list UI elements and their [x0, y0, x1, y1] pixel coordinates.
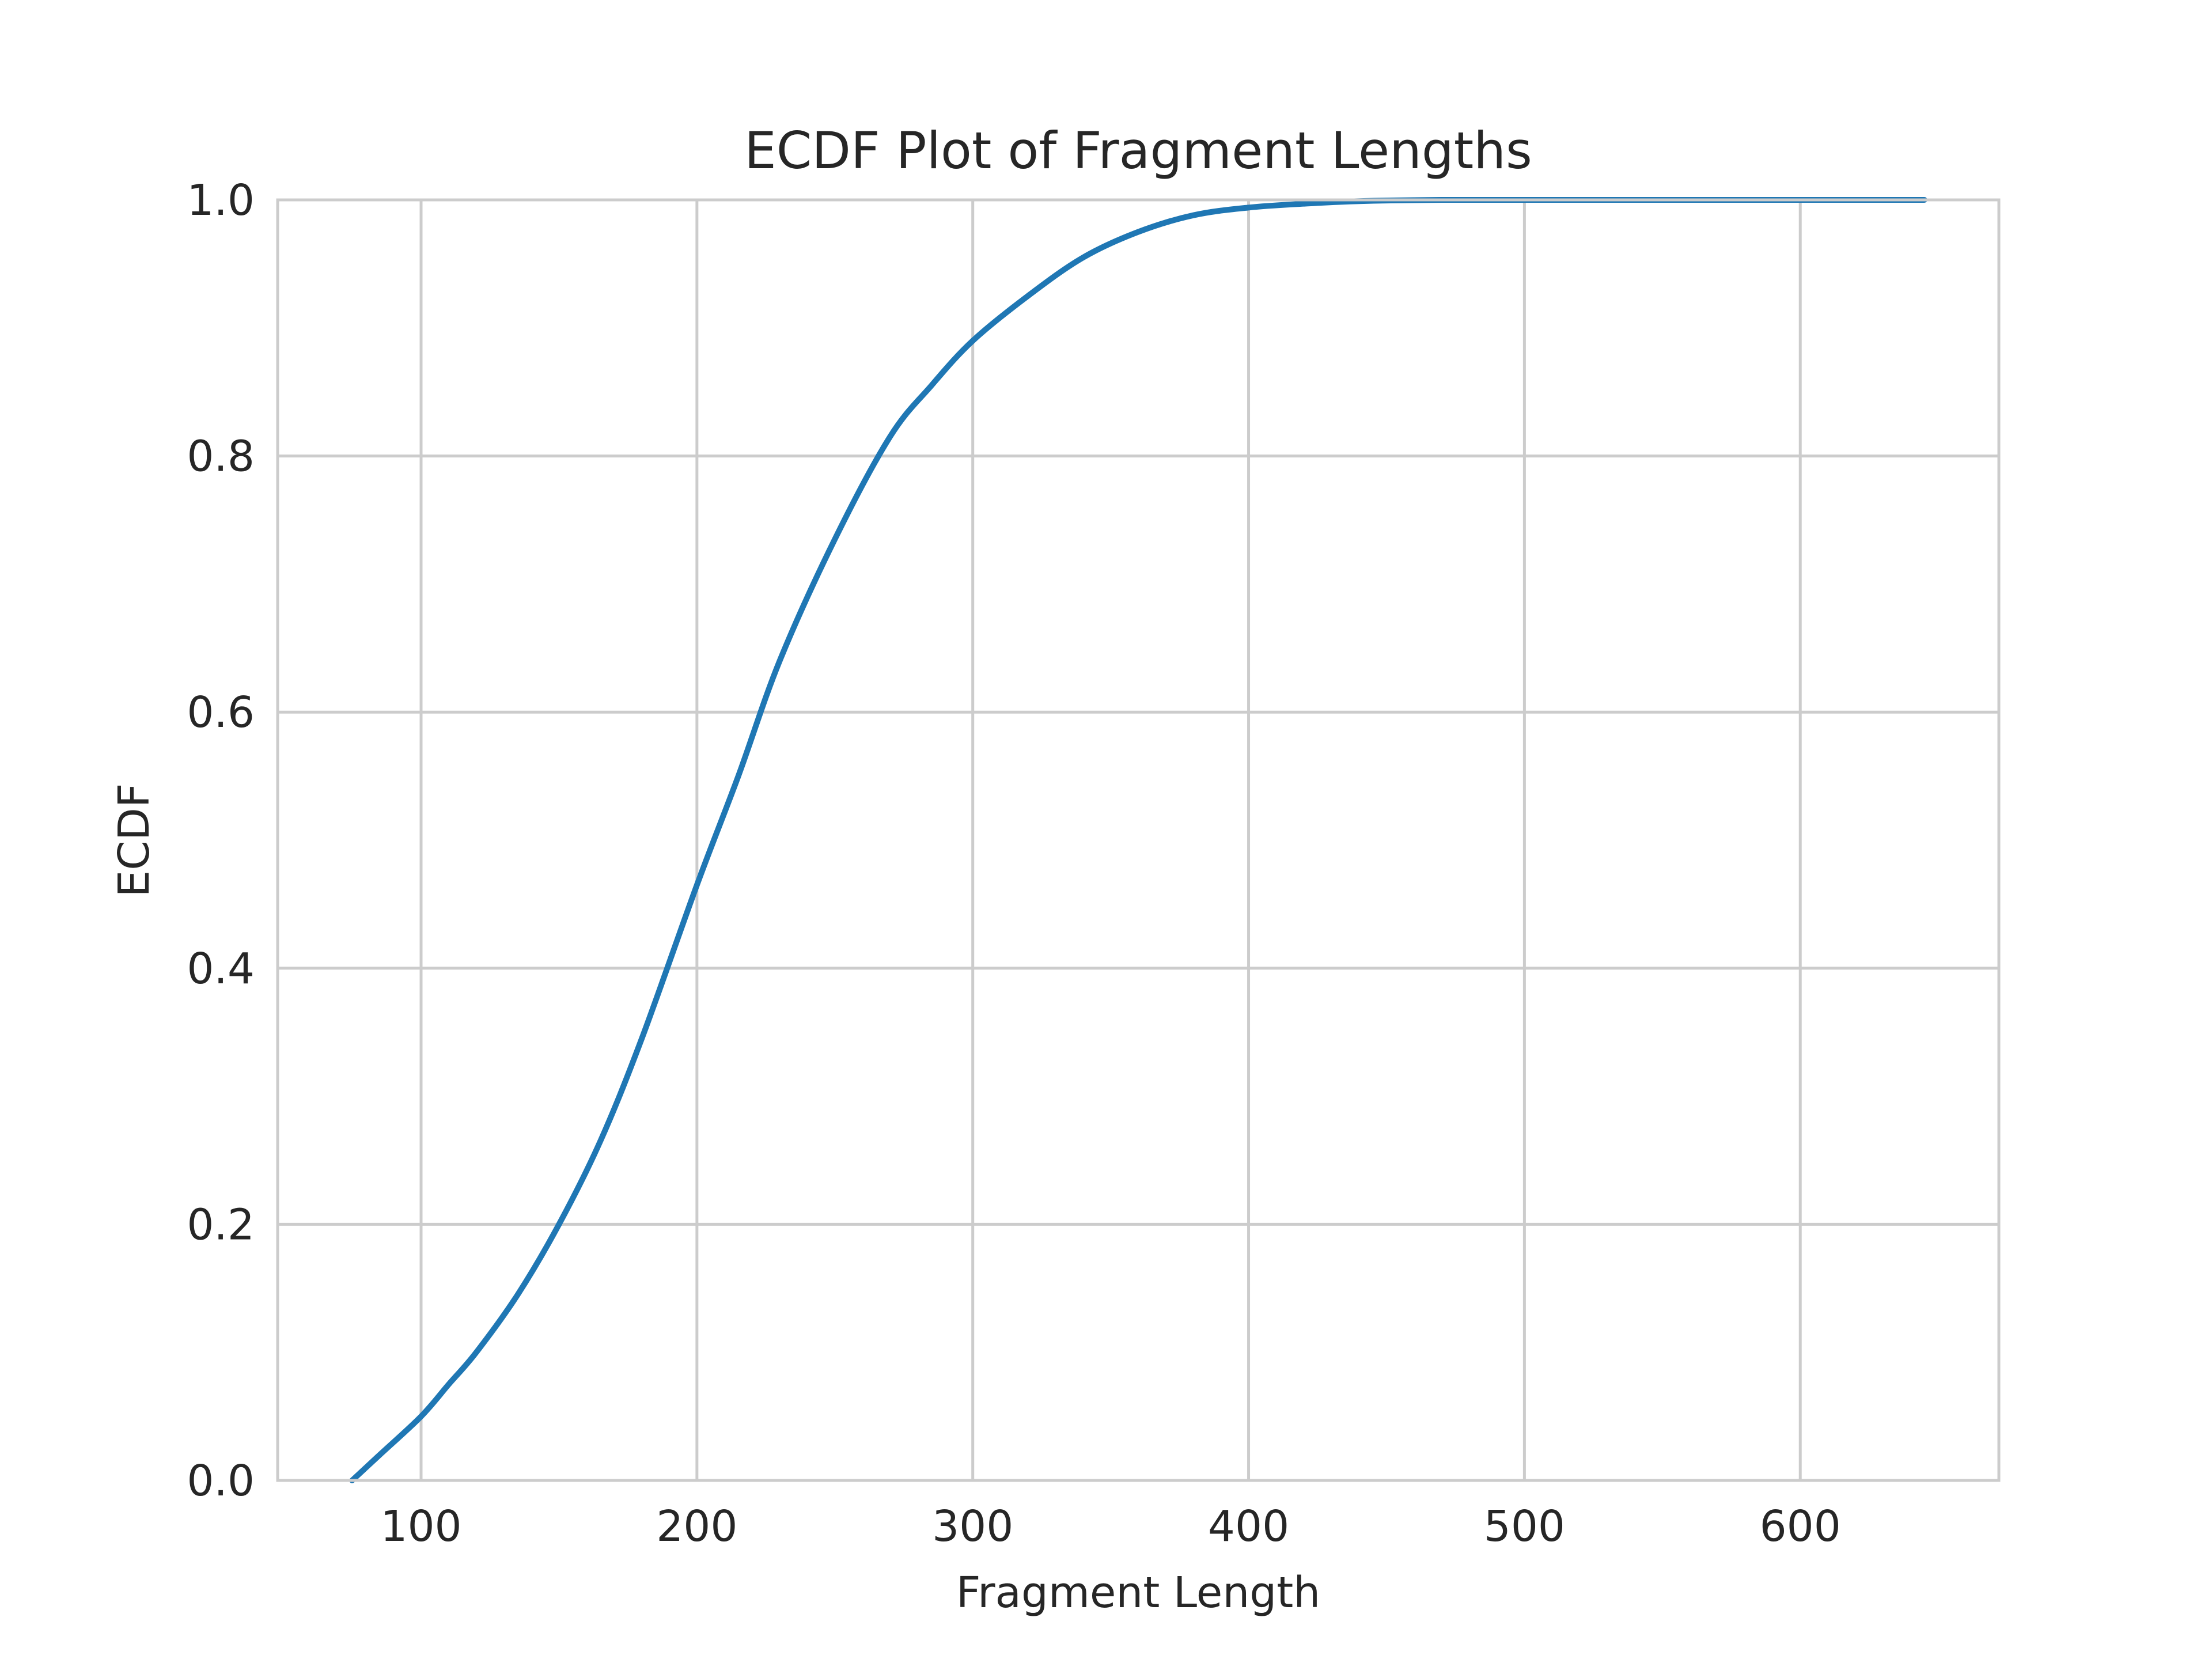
y-tick-label: 0.6	[187, 688, 255, 737]
y-tick-label: 1.0	[187, 176, 255, 225]
plot-frame	[276, 198, 2001, 1482]
x-tick-label: 200	[656, 1502, 737, 1551]
x-tick-label: 300	[932, 1502, 1013, 1551]
chart-title: ECDF Plot of Fragment Lengths	[744, 121, 1532, 180]
x-axis-label: Fragment Length	[956, 1568, 1320, 1618]
x-tick-label: 400	[1208, 1502, 1289, 1551]
x-tick-label: 100	[380, 1502, 461, 1551]
y-tick-label: 0.8	[187, 432, 255, 482]
tick-labels: 100 200 300 400 500 600 0.0 0.2 0.4 0.6 0.8 1.0	[187, 176, 1841, 1551]
y-tick-label: 0.2	[187, 1200, 255, 1249]
x-tick-label: 600	[1760, 1502, 1841, 1551]
y-axis-label: ECDF	[109, 783, 159, 897]
y-tick-label: 0.4	[187, 944, 255, 994]
y-tick-label: 0.0	[187, 1456, 255, 1506]
x-tick-label: 500	[1484, 1502, 1565, 1551]
